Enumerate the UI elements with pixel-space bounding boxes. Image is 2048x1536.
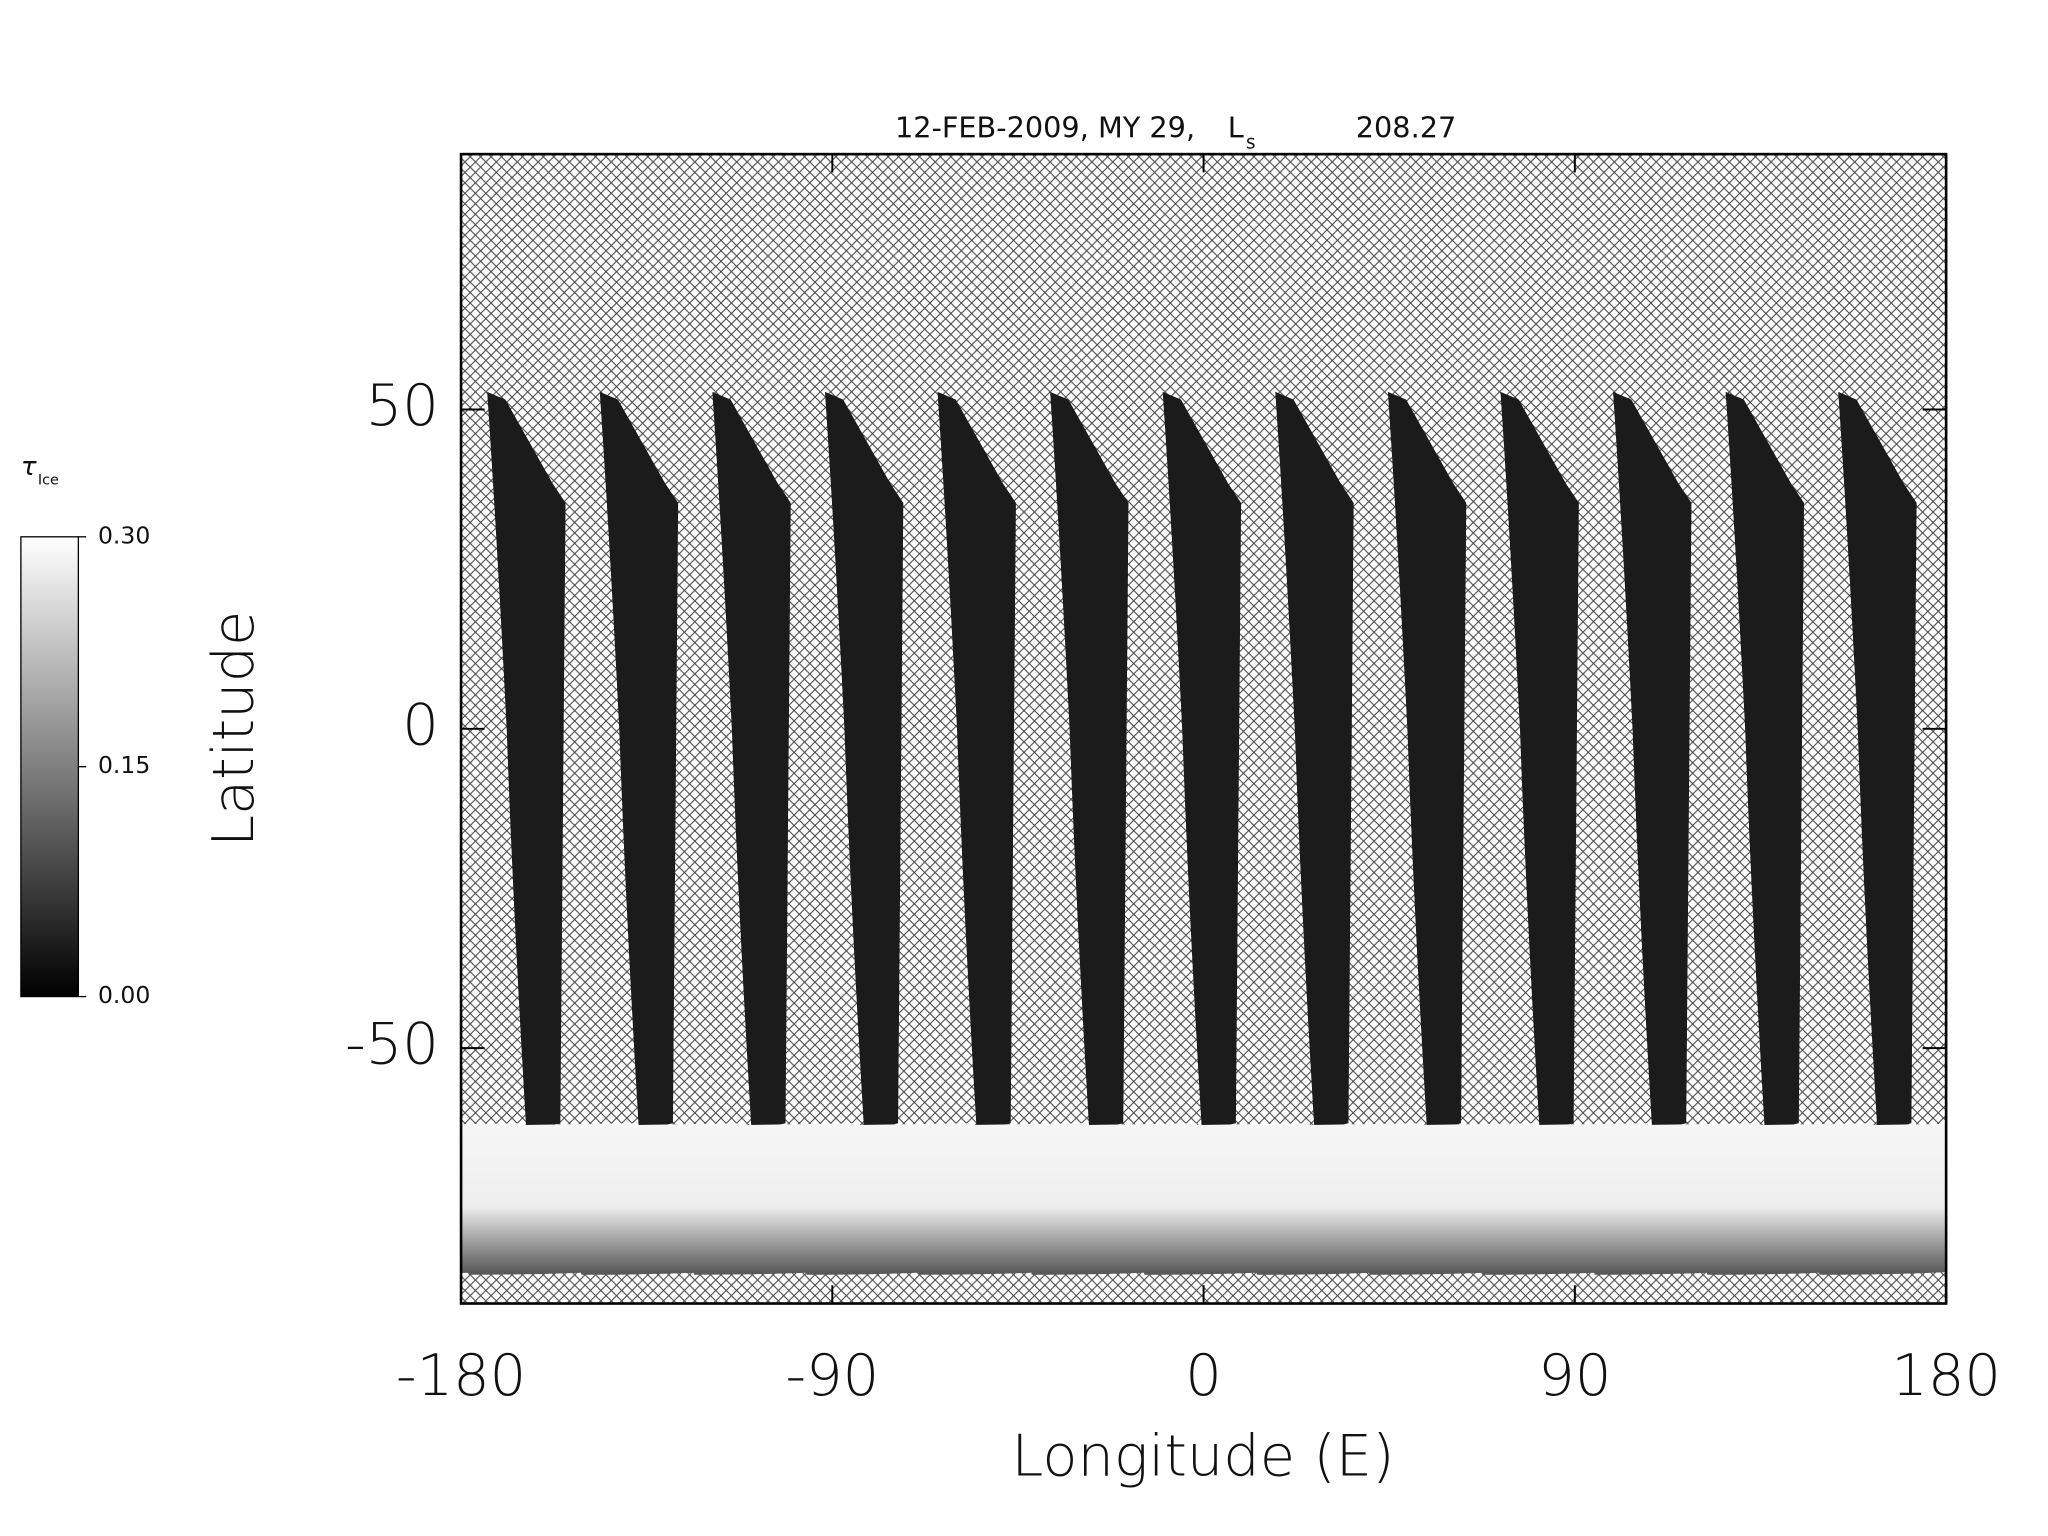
- orbit-swath: [1613, 391, 1692, 1132]
- orbit-swath: [599, 391, 679, 1132]
- orbit-swath: [487, 391, 566, 1132]
- y-tick-label: -50: [345, 1011, 439, 1078]
- ls-value: 208.27: [1356, 110, 1457, 144]
- orbit-swath: [824, 391, 904, 1132]
- orbit-swath: [1500, 391, 1579, 1132]
- colorbar-tick-label: 0.00: [98, 981, 150, 1009]
- orbit-swath: [1725, 391, 1805, 1132]
- colorbar: [20, 536, 80, 998]
- x-tick-label: -180: [396, 1342, 526, 1409]
- x-tick-label: 90: [1538, 1342, 1611, 1409]
- x-tick-label: -90: [785, 1342, 879, 1409]
- colorbar-label: τ: [21, 452, 37, 482]
- colorbar-label-subscript: Ice: [38, 473, 59, 489]
- colorbar-tick-label: 0.30: [98, 521, 150, 549]
- swath-layer: [461, 391, 1947, 1275]
- orbit-swath: [1838, 391, 1917, 1132]
- y-axis-label: Latitude: [200, 611, 267, 847]
- ls-label: L: [1228, 110, 1244, 144]
- orbit-swath: [1162, 391, 1242, 1132]
- y-tick-label: 0: [402, 691, 439, 758]
- ls-subscript: s: [1246, 133, 1256, 154]
- orbit-swath: [1050, 391, 1129, 1132]
- orbit-swath: [712, 391, 791, 1132]
- y-tick-label: 50: [366, 372, 439, 439]
- polar-ice-region: [1808, 1123, 1947, 1275]
- x-axis-label: Longitude (E): [1011, 1423, 1394, 1490]
- orbit-swath: [1387, 391, 1467, 1132]
- x-tick-label: 0: [1185, 1342, 1222, 1409]
- chart-title: 12-FEB-2009, MY 29,: [895, 110, 1195, 144]
- colorbar-tick-label: 0.15: [98, 751, 150, 779]
- orbit-swath: [937, 391, 1016, 1132]
- orbit-swath: [1275, 391, 1354, 1132]
- x-tick-label: 180: [1891, 1342, 2001, 1409]
